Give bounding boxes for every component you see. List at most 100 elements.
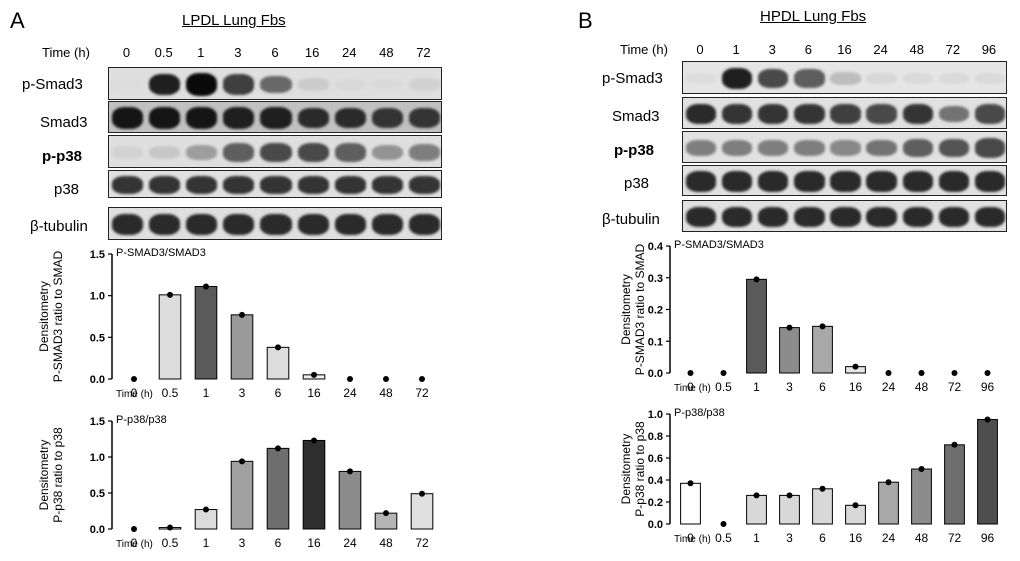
blot-band — [149, 213, 181, 236]
data-point — [347, 468, 353, 475]
timepoint-label: 3 — [234, 45, 242, 60]
blot-band — [722, 206, 753, 228]
blot-band — [186, 72, 218, 97]
chart-a-psmad3: 0.0 0.5 1.0 1.5 P-SMAD3/SMAD3 Densitometry P-S… — [37, 247, 429, 400]
bar — [779, 494, 800, 525]
y-tick-label: 1.0 — [90, 452, 105, 464]
blot-band — [371, 176, 403, 194]
blot-band — [371, 213, 403, 236]
y-axis-label: P-p38 ratio to p38 — [633, 421, 647, 517]
chart-title: P-p38/p38 — [674, 407, 725, 419]
blot-band — [149, 107, 181, 129]
blot-band — [902, 72, 933, 85]
blot-band — [260, 142, 292, 163]
x-tick-label: 24 — [343, 386, 357, 400]
blot-band — [938, 171, 969, 192]
blot-band — [223, 107, 255, 129]
blot-band — [794, 206, 825, 228]
x-tick-label: 0.5 — [715, 531, 732, 545]
blot-band — [223, 143, 255, 162]
y-tick-label: 0.4 — [648, 241, 664, 253]
data-point — [239, 458, 245, 465]
blot-band — [938, 206, 969, 228]
panel-b-blot-label: β-tubulin — [602, 211, 660, 228]
x-tick-label: 96 — [981, 531, 995, 545]
blot-band — [758, 68, 789, 89]
x-tick-label: 16 — [849, 531, 863, 545]
bar — [410, 493, 434, 530]
panel-a-time-header: Time (h) — [42, 45, 90, 60]
blot-band — [111, 146, 144, 159]
blot-band — [408, 213, 441, 236]
data-point — [419, 376, 425, 382]
x-tick-label: 24 — [882, 380, 896, 394]
blot-band — [974, 206, 1006, 228]
blot-strip — [682, 200, 1007, 232]
data-point — [167, 291, 173, 298]
blot-band — [974, 104, 1006, 124]
x-tick-label: 3 — [786, 531, 793, 545]
blot-strip — [108, 170, 442, 198]
blot-band — [794, 103, 825, 125]
bar — [158, 294, 182, 380]
blot-band — [758, 171, 789, 192]
blot-band — [830, 206, 861, 228]
blot-band — [830, 104, 861, 124]
data-point — [918, 466, 925, 472]
blot-band — [334, 107, 366, 129]
blot-band — [974, 138, 1006, 158]
blot-band — [758, 206, 789, 228]
blot-band — [866, 72, 897, 85]
blot-band — [866, 139, 897, 157]
bar — [680, 482, 701, 525]
blot-strip — [682, 131, 1007, 163]
blot-band — [758, 139, 789, 157]
bar — [746, 494, 767, 525]
timepoint-label: 0 — [696, 42, 704, 57]
blot-band — [186, 107, 218, 129]
x-tick-label: 48 — [379, 386, 393, 400]
data-point — [239, 311, 245, 318]
x-tick-label: 0 — [687, 380, 694, 394]
x-tick-label: 72 — [948, 531, 962, 545]
blot-band — [408, 78, 441, 91]
data-point — [383, 510, 389, 517]
x-tick-label: 3 — [239, 536, 246, 550]
data-point — [984, 416, 991, 423]
data-point — [984, 370, 991, 376]
blot-band — [722, 67, 753, 90]
blot-strip — [682, 165, 1007, 196]
data-point — [203, 283, 209, 290]
x-tick-label: 1 — [753, 380, 760, 394]
chart-b-psmad3: 0.0 0.1 0.2 0.3 0.4 P-SMAD3/SMAD3 Densitometry… — [619, 239, 994, 394]
x-tick-label: 48 — [915, 531, 929, 545]
data-point — [131, 376, 137, 382]
y-axis-label: Densitometry — [37, 281, 51, 352]
chart-a-pp38: 0.0 0.5 1.0 1.5 P-p38/p38 Densitometry P-p38 r… — [37, 414, 434, 550]
blot-band — [685, 72, 717, 85]
y-axis-label: P-SMAD3 ratio to SMAD — [51, 250, 65, 382]
blot-band — [830, 71, 861, 86]
blot-band — [334, 143, 366, 162]
blot-band — [297, 78, 329, 91]
blot-band — [830, 171, 861, 192]
x-tick-label: 48 — [379, 536, 393, 550]
data-point — [311, 371, 317, 378]
blot-strip — [108, 207, 442, 240]
data-point — [311, 437, 317, 444]
bar — [230, 314, 254, 380]
x-tick-label: 72 — [415, 536, 429, 550]
x-axis-label: Time (h) — [116, 539, 153, 550]
blot-band — [149, 73, 181, 96]
data-point — [918, 370, 925, 376]
blot-band — [149, 146, 181, 159]
blot-band — [408, 176, 441, 194]
x-tick-label: 0.5 — [162, 386, 179, 400]
y-tick-label: 0.2 — [648, 305, 663, 317]
bar — [944, 444, 965, 525]
timepoint-label: 72 — [945, 42, 961, 57]
y-tick-label: 0.8 — [648, 431, 663, 443]
timepoint-label: 0 — [122, 45, 131, 60]
data-point — [885, 479, 892, 486]
blot-band — [685, 139, 717, 157]
